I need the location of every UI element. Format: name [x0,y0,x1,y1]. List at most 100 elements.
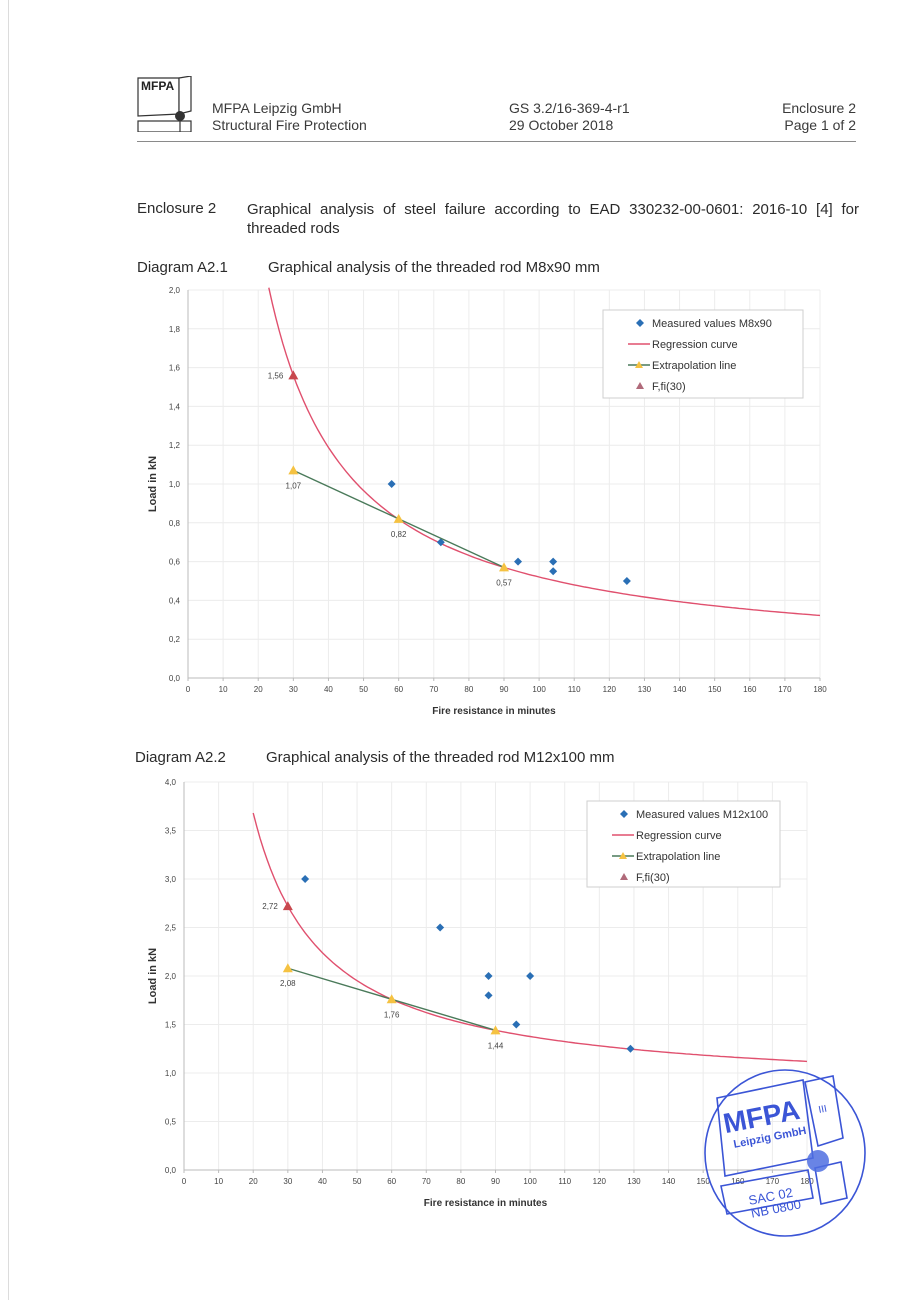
data-point [549,567,558,576]
x-axis-label: Fire resistance in minutes [432,706,556,717]
legend-entry: Measured values M12x100 [636,809,768,821]
x-tick-label: 170 [766,1177,780,1186]
y-tick-label: 0,6 [169,558,181,567]
y-tick-label: 3,0 [165,875,177,884]
x-tick-label: 160 [743,685,757,694]
mfpa-logo-icon: MFPA [137,76,192,132]
y-axis-label: Load in kN [147,456,159,512]
data-label: 2,72 [262,902,278,911]
x-tick-label: 130 [627,1177,641,1186]
x-tick-label: 30 [283,1177,292,1186]
diagram-2-label: Diagram A2.2 [135,749,226,766]
x-tick-label: 150 [708,685,722,694]
x-tick-label: 80 [456,1177,465,1186]
x-tick-label: 130 [638,685,652,694]
legend-entry: Extrapolation line [652,360,736,372]
x-tick-label: 40 [324,685,333,694]
x-tick-label: 110 [558,1177,571,1186]
y-axis-label: Load in kN [147,948,159,1004]
x-tick-label: 60 [387,1177,396,1186]
department-name: Structural Fire Protection [212,117,367,133]
y-tick-label: 0,0 [169,674,181,683]
data-point [512,1020,521,1029]
legend-entry: F,fi(30) [652,381,686,393]
regression-curve [252,812,808,1063]
x-tick-label: 110 [568,685,581,694]
y-tick-label: 1,4 [169,402,181,411]
x-tick-label: 120 [593,1177,607,1186]
data-point [436,923,445,932]
header-document: GS 3.2/16-369-4-r1 29 October 2018 [509,100,630,134]
x-tick-label: 120 [603,685,617,694]
y-tick-label: 2,5 [165,924,177,933]
legend-entry: Measured values M8x90 [652,318,772,330]
x-tick-label: 170 [778,685,792,694]
chart-legend: Measured values M12x100 Regression curve E… [586,800,781,888]
x-tick-label: 140 [673,685,687,694]
x-tick-label: 40 [318,1177,327,1186]
y-tick-label: 4,0 [165,778,177,787]
y-tick-label: 0,8 [169,519,181,528]
x-tick-label: 20 [254,685,263,694]
data-label: 2,08 [280,979,296,988]
data-label: 1,07 [286,481,302,490]
y-tick-label: 0,4 [169,596,181,605]
x-tick-label: 50 [353,1177,362,1186]
document-number: GS 3.2/16-369-4-r1 [509,100,630,116]
x-tick-label: 0 [186,685,191,694]
page-edge [8,0,9,1300]
svg-text:III: III [818,1104,828,1116]
diagram-2-title: Graphical analysis of the threaded rod M… [266,749,615,766]
x-tick-label: 30 [289,685,298,694]
document-date: 29 October 2018 [509,117,614,133]
data-point [484,991,493,1000]
data-point [484,972,493,980]
x-tick-label: 180 [813,685,827,694]
data-label: 1,56 [268,371,284,380]
x-tick-label: 0 [182,1177,187,1186]
x-tick-label: 140 [662,1177,676,1186]
x-tick-label: 80 [464,685,473,694]
legend-entry: F,fi(30) [636,872,670,884]
x-tick-label: 20 [249,1177,258,1186]
x-tick-label: 50 [359,685,368,694]
svg-text:MFPA: MFPA [141,79,174,93]
data-point [514,557,523,566]
x-tick-label: 90 [491,1177,500,1186]
y-tick-label: 1,5 [165,1021,177,1030]
data-point [436,538,445,547]
y-tick-label: 1,8 [169,325,181,334]
x-tick-label: 70 [422,1177,431,1186]
data-point [622,577,631,585]
y-tick-label: 1,0 [165,1069,177,1078]
x-tick-label: 10 [214,1177,223,1186]
legend-entry: Extrapolation line [636,851,720,863]
x-tick-label: 100 [532,685,546,694]
regression-curve [268,287,821,617]
chart-2: 0,0 0,5 1,0 1,5 2,0 2,5 3,0 3,5 4,0 0 10 20 30 40 50 60… [147,778,814,1209]
data-point [526,972,535,980]
enclosure-number: Enclosure 2 [782,100,856,116]
y-tick-label: 0,0 [165,1166,177,1175]
y-tick-label: 1,2 [169,441,181,450]
chart-1: 0,0 0,2 0,4 0,6 0,8 1,0 1,2 1,4 1,6 1,8 2,0 0 10 20 30… [147,286,827,717]
y-tick-label: 2,0 [169,286,181,295]
x-tick-label: 70 [429,685,438,694]
header-page-info: Enclosure 2 Page 1 of 2 [782,100,856,134]
company-name: MFPA Leipzig GmbH [212,100,342,116]
y-tick-label: 0,5 [165,1118,177,1127]
y-tick-label: 2,0 [165,972,177,981]
data-label: 0,82 [391,530,407,539]
x-tick-label: 100 [523,1177,537,1186]
x-tick-label: 10 [219,685,228,694]
y-tick-label: 1,6 [169,364,181,373]
x-tick-label: 180 [800,1177,814,1186]
company-stamp-icon: MFPA Leipzig GmbH III SAC 02 NB 0800 [704,1069,866,1237]
enclosure-title: Graphical analysis of steel failure acco… [247,201,859,237]
x-tick-label: 160 [731,1177,745,1186]
legend-entry: Regression curve [636,830,722,842]
data-point [301,875,310,883]
x-tick-label: 60 [394,685,403,694]
header-company: MFPA Leipzig GmbH Structural Fire Protec… [212,100,367,134]
